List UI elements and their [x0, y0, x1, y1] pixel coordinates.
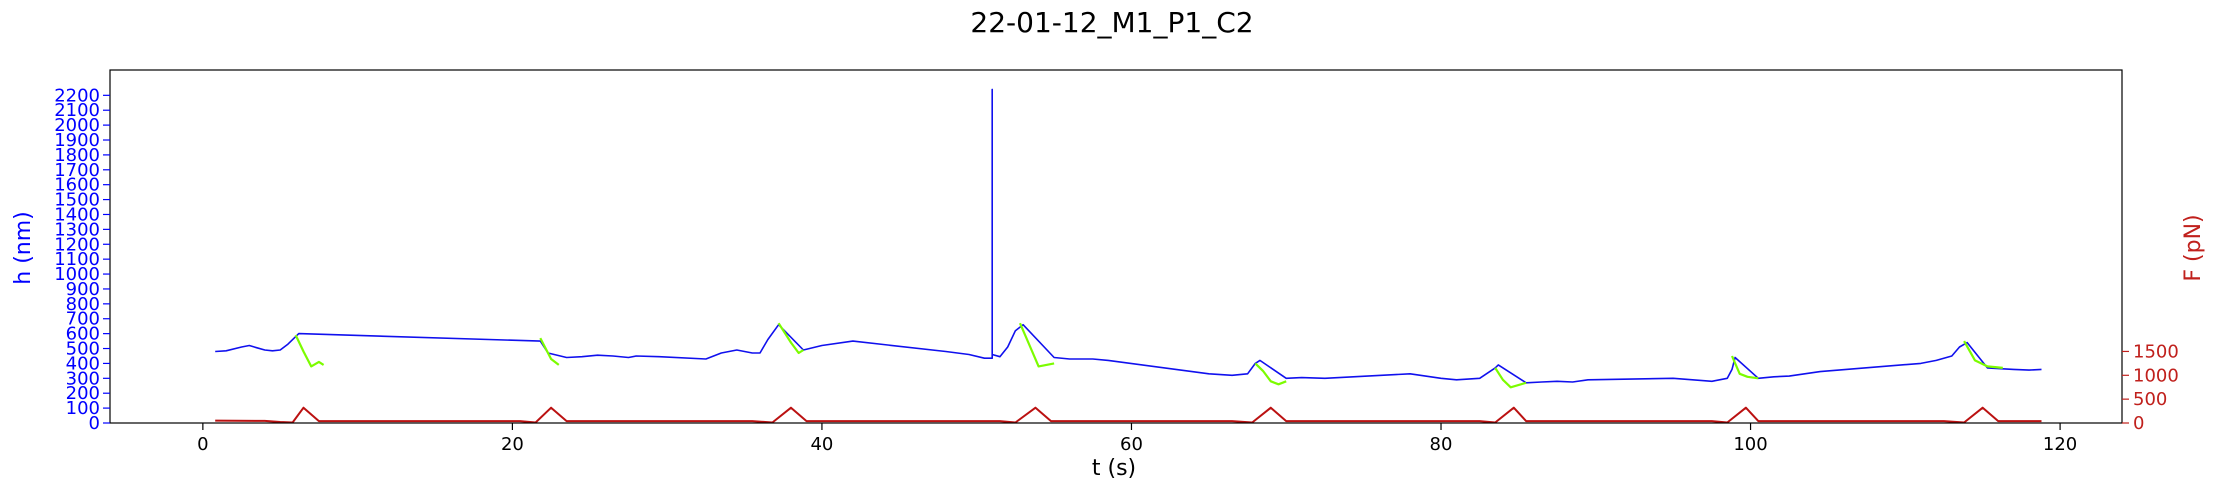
y-left-tick-label: 1800: [54, 145, 100, 166]
y-left-tick-label: 1400: [54, 204, 100, 225]
y-left-tick-label: 100: [66, 398, 100, 419]
y-right-tick-label: 500: [2133, 389, 2167, 410]
y-left-tick-label: 1000: [54, 264, 100, 285]
force-series-line: [215, 406, 2042, 424]
height-ramp-segment-7: [1730, 355, 1759, 380]
x-tick-label: 40: [810, 434, 833, 455]
y-left-tick-label: 300: [66, 368, 100, 389]
y-left-tick-label: 1600: [54, 175, 100, 196]
y-right-tick-label: 1500: [2133, 341, 2179, 362]
y-left-tick-label: 400: [66, 353, 100, 374]
x-tick-label: 60: [1120, 434, 1143, 455]
y-left-tick-label: 2000: [54, 115, 100, 136]
height-series-line: [215, 88, 2042, 384]
y-left-tick-label: 700: [66, 309, 100, 330]
y-left-tick-label: 800: [66, 294, 100, 315]
y-left-tick-label: 1500: [54, 190, 100, 211]
x-tick-label: 20: [501, 434, 524, 455]
y-left-tick-label: 900: [66, 279, 100, 300]
height-ramp-segment-2: [539, 337, 560, 366]
x-tick-label: 100: [1733, 434, 1767, 455]
y-left-tick-label: 2100: [54, 100, 100, 121]
y-right-tick-label: 1000: [2133, 365, 2179, 386]
y-left-tick-label: 1700: [54, 160, 100, 181]
height-ramp-segment-1: [294, 334, 325, 368]
y-left-tick-label: 2200: [54, 85, 100, 106]
x-axis-label: t (s): [1092, 456, 1136, 481]
y-axis-left-label: h (nm): [11, 211, 36, 284]
y-left-tick-label: 200: [66, 383, 100, 404]
chart-title: 22-01-12_M1_P1_C2: [970, 6, 1253, 39]
height-ramp-segment-4: [1018, 322, 1055, 368]
y-left-tick-label: 1100: [54, 249, 100, 270]
plot-frame: [109, 69, 2123, 424]
y-left-tick-label: 0: [89, 413, 100, 434]
y-axis-right-label: F (pN): [2181, 214, 2206, 281]
x-tick-label: 120: [2043, 434, 2077, 455]
y-left-tick-label: 500: [66, 339, 100, 360]
height-ramp-segment-6: [1494, 367, 1527, 389]
y-left-tick-label: 1300: [54, 219, 100, 240]
x-tick-label: 80: [1430, 434, 1453, 455]
y-left-tick-label: 600: [66, 324, 100, 345]
y-right-tick-label: 0: [2133, 413, 2144, 434]
height-ramp-segment-3: [777, 322, 804, 355]
x-tick-label: 0: [197, 434, 208, 455]
height-ramp-segment-8: [1963, 340, 2003, 369]
y-left-tick-label: 1200: [54, 234, 100, 255]
y-left-tick-label: 1900: [54, 130, 100, 151]
plot-area: 0 20 40 60 80 100 1200100200300400500600700800…: [54, 69, 2179, 455]
height-ramp-segment-5: [1254, 362, 1287, 386]
